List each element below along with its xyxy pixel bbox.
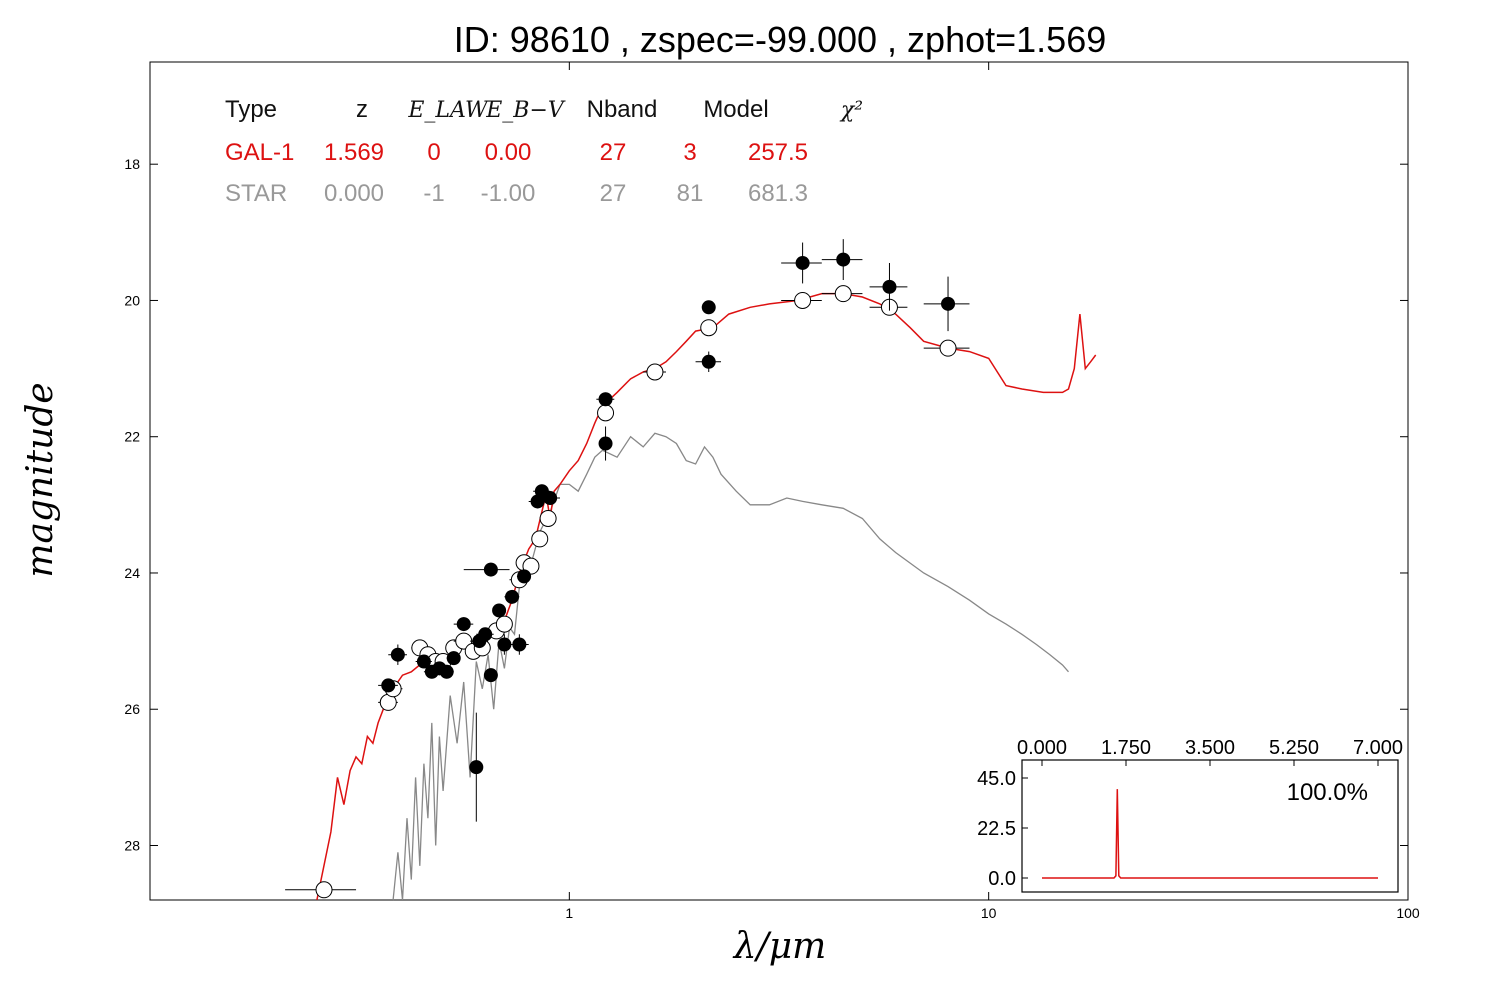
table-header: Nband [587,96,658,123]
observed-point [795,255,810,270]
table-cell: -1 [423,180,444,207]
x-tick-label: 1 [565,905,573,921]
y-tick-label: 20 [124,292,140,308]
observed-points [378,239,970,822]
predicted-point [834,285,852,303]
observed-point [446,651,461,666]
pdz-line [1042,789,1378,879]
star-model-curve [392,432,1069,901]
predicted-points [285,285,970,899]
y-tick-label: 18 [124,156,140,172]
axis-ticks: 1 10 100 18 20 22 24 26 28 [124,62,1420,921]
observed-point [390,647,405,662]
observed-point [701,354,716,369]
table-cell: 27 [600,139,627,166]
plot-frame [149,61,1409,901]
predicted-point [531,530,549,548]
galaxy-model-line [316,292,1097,901]
star-model-line [392,432,1069,901]
predicted-point [700,319,718,337]
observed-point [497,637,512,652]
table-header: Type [225,96,277,123]
inset-x-tick-label: 3.500 [1185,737,1235,759]
predicted-point [794,291,812,309]
predicted-point [539,509,557,527]
observed-point [505,589,520,604]
observed-point [381,678,396,693]
predicted-point [597,404,615,422]
inset-x-tick-label: 1.750 [1101,737,1151,759]
observed-point [456,617,471,632]
pdz-inset: 0.000 1.750 3.500 5.250 7.000 0.0 22.5 45.0 100.… [977,737,1403,893]
table-header: E_B−V [485,98,566,123]
inset-y-tick-label: 45.0 [977,768,1016,790]
table-cell: 81 [677,180,704,207]
x-tick-label: 10 [981,905,997,921]
table-cell: 0.000 [324,180,384,207]
galaxy-model-curve [316,292,1097,901]
inset-y-tick-label: 0.0 [988,868,1016,890]
table-cell: 3 [683,139,696,166]
table-header: E_LAW [407,98,490,123]
observed-point [416,654,431,669]
table-cell: -1.00 [481,180,536,207]
table-header: χ² [839,98,863,123]
table-cell: 0 [427,139,440,166]
table-header: z [356,96,368,123]
predicted-point [646,363,664,381]
observed-point [517,569,532,584]
inset-x-tick-label: 0.000 [1017,737,1067,759]
observed-point [598,392,613,407]
x-tick-label: 100 [1396,905,1420,921]
inset-x-tick-label: 5.250 [1269,737,1319,759]
y-tick-label: 28 [124,837,140,853]
table-cell: 257.5 [748,139,808,166]
observed-point [478,627,493,642]
observed-point [543,491,558,506]
inset-y-tick-label: 22.5 [977,818,1016,840]
predicted-point [495,615,513,633]
predicted-point [315,881,333,899]
table-header: Model [703,96,768,123]
observed-point [882,279,897,294]
observed-point [492,603,507,618]
observed-point [598,436,613,451]
y-tick-label: 26 [124,701,140,717]
observed-point [469,760,484,775]
observed-point [836,252,851,267]
table-cell: GAL-1 [225,139,294,166]
table-cell: 1.569 [324,139,384,166]
y-tick-label: 24 [124,565,140,581]
predicted-point [939,339,957,357]
observed-point [439,664,454,679]
y-tick-label: 22 [124,429,140,445]
observed-point [483,668,498,683]
chart-title: ID: 98610 , zspec=-99.000 , zphot=1.569 [454,19,1106,60]
observed-point [701,300,716,315]
observed-point [483,562,498,577]
observed-point [512,637,527,652]
observed-point [941,296,956,311]
table-cell: 27 [600,180,627,207]
table-cell: 681.3 [748,180,808,207]
pdz-percentage: 100.0% [1287,779,1368,806]
x-axis-label: λ/μm [732,926,826,967]
y-axis-label: magnitude [20,382,61,577]
table-cell: STAR [225,180,287,207]
table-cell: 0.00 [485,139,532,166]
inset-x-tick-label: 7.000 [1353,737,1403,759]
